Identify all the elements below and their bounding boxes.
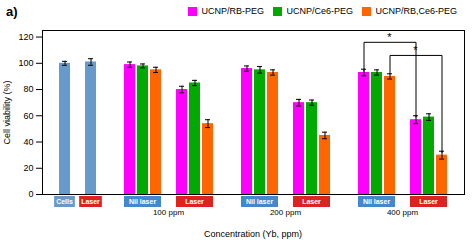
svg-text:20: 20 [23, 163, 33, 173]
svg-text:Cell viability (%): Cell viability (%) [2, 80, 12, 144]
svg-text:80: 80 [23, 84, 33, 94]
svg-text:400 ppm: 400 ppm [387, 208, 418, 217]
svg-text:*: * [387, 31, 392, 43]
svg-text:60: 60 [23, 111, 33, 121]
svg-text:Laser: Laser [419, 198, 438, 205]
svg-text:100: 100 [18, 58, 33, 68]
svg-text:200 ppm: 200 ppm [270, 208, 301, 217]
svg-text:Nil laser: Nil laser [129, 198, 157, 205]
svg-text:120: 120 [18, 32, 33, 42]
svg-text:Concentration (Yb, ppm): Concentration (Yb, ppm) [204, 229, 302, 239]
html-text:UCNP/Ce6-PEG: UCNP/Ce6-PEG [286, 6, 353, 16]
svg-text:0: 0 [28, 189, 33, 199]
html-text:a): a) [6, 3, 18, 19]
svg-text:*: * [413, 44, 418, 56]
html-text:UCNP/RB-PEG: UCNP/RB-PEG [201, 6, 264, 16]
svg-text:40: 40 [23, 137, 33, 147]
svg-text:Laser: Laser [81, 198, 100, 205]
svg-text:Cells: Cells [56, 198, 73, 205]
svg-text:Laser: Laser [302, 198, 321, 205]
svg-text:Laser: Laser [185, 198, 204, 205]
svg-text:100 ppm: 100 ppm [153, 208, 184, 217]
svg-text:Nil laser: Nil laser [246, 198, 274, 205]
html-text:UCNP/RB,Ce6-PEG: UCNP/RB,Ce6-PEG [375, 6, 457, 16]
svg-text:Nil laser: Nil laser [363, 198, 391, 205]
